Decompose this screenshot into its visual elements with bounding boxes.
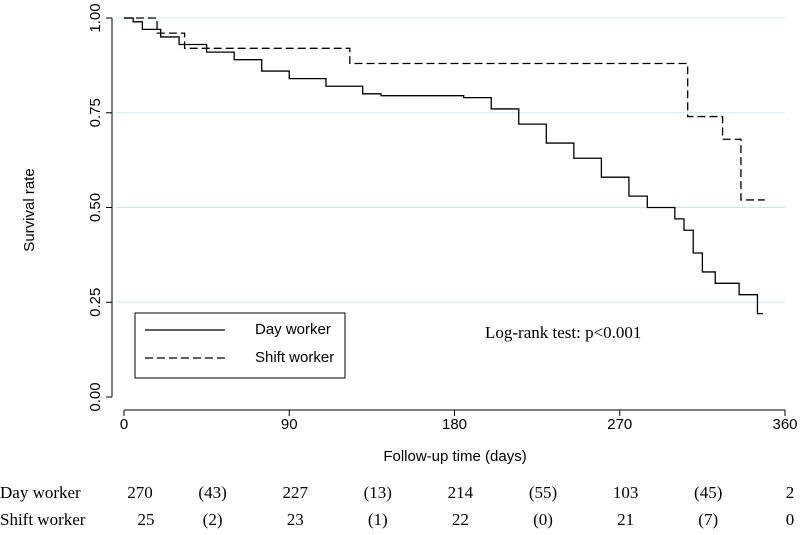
risk-cell: (1): [368, 510, 388, 529]
risk-cell: 227: [282, 483, 308, 502]
x-tick-label: 0: [120, 416, 128, 433]
survival-curve: [124, 17, 763, 315]
x-tick-label: 270: [607, 416, 632, 433]
y-tick-label: 0.00: [87, 382, 104, 411]
risk-cell: 214: [448, 483, 474, 502]
risk-cell: 22: [452, 510, 469, 529]
survival-curve: [124, 17, 765, 201]
annotation: Log-rank test: p<0.001: [485, 323, 641, 342]
risk-cell: 23: [287, 510, 304, 529]
y-tick-label: 0.25: [87, 288, 104, 317]
legend-box: [134, 312, 346, 379]
risk-row-label: Shift worker: [0, 510, 86, 529]
x-tick-label: 180: [442, 416, 467, 433]
y-tick-label: 0.50: [87, 193, 104, 222]
x-tick-label: 90: [281, 416, 298, 433]
legend-label: Shift worker: [255, 349, 334, 366]
risk-cell: (45): [694, 483, 722, 502]
y-tick-label: 0.75: [87, 98, 104, 127]
x-axis-title: Follow-up time (days): [383, 448, 526, 465]
risk-cell: 103: [613, 483, 639, 502]
risk-cell: 21: [617, 510, 634, 529]
y-axis-title: Survival rate: [21, 168, 38, 251]
risk-cell: 270: [127, 483, 153, 502]
risk-cell: (7): [698, 510, 718, 529]
risk-cell: 2: [786, 483, 795, 502]
risk-row-label: Day worker: [0, 483, 81, 502]
risk-cell: (55): [529, 483, 557, 502]
y-tick-label: 1.00: [87, 3, 104, 32]
risk-cell: (0): [533, 510, 553, 529]
risk-cell: (2): [203, 510, 223, 529]
risk-cell: (43): [198, 483, 226, 502]
risk-cell: 0: [786, 510, 795, 529]
risk-cell: 25: [138, 510, 155, 529]
legend-label: Day worker: [255, 321, 331, 338]
risk-cell: (13): [364, 483, 392, 502]
x-tick-label: 360: [772, 416, 797, 433]
